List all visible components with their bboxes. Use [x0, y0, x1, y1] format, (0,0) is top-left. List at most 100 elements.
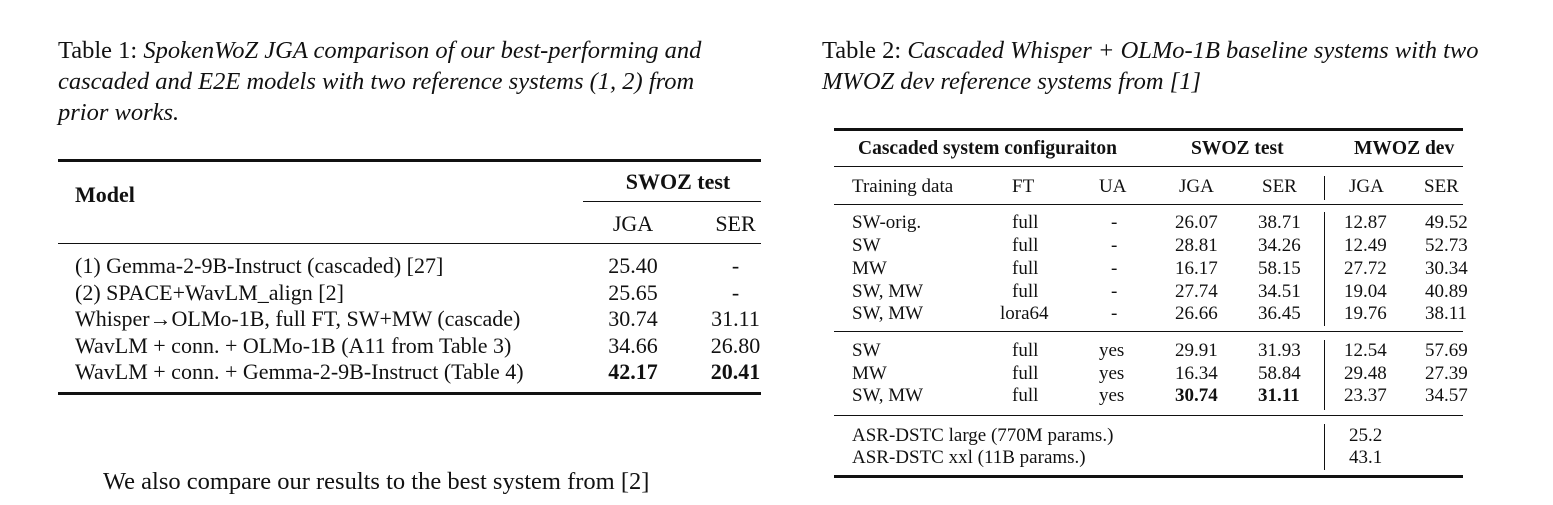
- table1-model-cell: (2) SPACE+WavLM_align [2]: [75, 280, 344, 305]
- table2-ua-cell: yes: [1099, 385, 1125, 406]
- table2-mser-cell: 49.52: [1425, 212, 1468, 233]
- table1-header-group: SWOZ test: [625, 169, 731, 194]
- table2-reference-cell: ASR-DSTC large (770M params.): [852, 425, 1114, 446]
- table2-block1-rule: [834, 331, 1463, 333]
- table2-ser-cell: 34.51: [1258, 281, 1301, 302]
- table1-ser-cell: 31.11: [711, 306, 760, 331]
- table2-training-cell: SW, MW: [852, 281, 924, 302]
- table2-col-divider: [1324, 176, 1326, 200]
- table1-model-cell: WavLM + conn. + Gemma-2-9B-Instruct (Tab…: [75, 359, 524, 384]
- table2-mser-cell: 34.57: [1425, 385, 1468, 406]
- table2-col-training: Training data: [852, 176, 954, 197]
- table2-ser-cell-best: 31.11: [1258, 385, 1300, 406]
- table2-jga-cell: 29.91: [1175, 340, 1218, 361]
- table1-ser-cell: -: [731, 280, 740, 305]
- table2-header-config: Cascaded system configuraiton: [858, 138, 1117, 159]
- table1-header-ser: SER: [715, 211, 756, 236]
- table2-top-rule: [834, 128, 1463, 131]
- table1-header-rule: [58, 243, 761, 245]
- table2-mser-cell: 57.69: [1425, 340, 1468, 361]
- table2-training-cell: SW: [852, 340, 881, 361]
- table2-caption-text: Cascaded Whisper + OLMo-1B baseline syst…: [822, 37, 1479, 95]
- table2-ser-cell: 36.45: [1258, 303, 1301, 324]
- table2-ser-cell: 31.93: [1258, 340, 1301, 361]
- table1-jga-cell-best: 42.17: [608, 359, 658, 384]
- table2-ua-cell: -: [1111, 303, 1118, 324]
- table2-col-jga: JGA: [1179, 176, 1214, 197]
- table2-mjga-cell: 19.04: [1344, 281, 1387, 302]
- table2-mser-cell: 38.11: [1425, 303, 1468, 324]
- table2-ser-cell: 38.71: [1258, 212, 1301, 233]
- table1-top-rule: [58, 159, 761, 162]
- table1-group-rule: [583, 201, 761, 203]
- body-paragraph: We also compare our results to the best …: [103, 468, 650, 495]
- table2-col-ft: FT: [1012, 176, 1035, 197]
- table1-caption: Table 1: SpokenWoZ JGA comparison of our…: [58, 35, 748, 128]
- table1-model-cell: Whisper→OLMo-1B, full FT, SW+MW (cascade…: [75, 306, 521, 331]
- table2-ser-cell: 34.26: [1258, 235, 1301, 256]
- table1-jga-cell: 25.65: [608, 280, 658, 305]
- table2-col-mjga: JGA: [1349, 176, 1384, 197]
- table2-col-mser: SER: [1424, 176, 1459, 197]
- table2-mjga-cell: 12.54: [1344, 340, 1387, 361]
- table2-block3-divider: [1324, 424, 1326, 470]
- table2-bottom-rule: [834, 475, 1463, 478]
- table2-training-cell: SW-orig.: [852, 212, 922, 233]
- table2-caption-label: Table 2:: [822, 37, 902, 64]
- table1-header-jga: JGA: [612, 211, 654, 236]
- table2-jga-cell: 16.17: [1175, 258, 1218, 279]
- table2-ft-cell: full: [1012, 385, 1039, 406]
- table1-bottom-rule: [58, 392, 761, 395]
- table2-mjga-cell: 29.48: [1344, 363, 1387, 384]
- table2-ua-cell: -: [1111, 258, 1118, 279]
- table2-ft-cell: full: [1012, 340, 1039, 361]
- table1-header-model: Model: [75, 182, 135, 207]
- table2-mser-cell: 40.89: [1425, 281, 1468, 302]
- table2-training-cell: MW: [852, 363, 887, 384]
- table2-mjga-cell: 19.76: [1344, 303, 1387, 324]
- table2-mjga-cell: 27.72: [1344, 258, 1387, 279]
- table2-ft-cell: full: [1012, 258, 1039, 279]
- table2-header-rule: [834, 204, 1463, 206]
- table2-col-ser: SER: [1262, 176, 1297, 197]
- table2-training-cell: SW, MW: [852, 385, 924, 406]
- table2-ua-cell: -: [1111, 212, 1118, 233]
- table2-mjga-cell: 25.2: [1349, 425, 1383, 446]
- table2-ua-cell: -: [1111, 281, 1118, 302]
- table2-block2-divider: [1324, 340, 1326, 410]
- table2-caption: Table 2: Cascaded Whisper + OLMo-1B base…: [822, 35, 1522, 97]
- table1-jga-cell: 30.74: [608, 306, 658, 331]
- table1-ser-cell-best: 20.41: [710, 359, 761, 384]
- table2-jga-cell: 28.81: [1175, 235, 1218, 256]
- table2-block1-divider: [1324, 212, 1326, 326]
- table1-ser-cell: -: [731, 253, 740, 278]
- table1-ser-cell: 26.80: [710, 333, 761, 358]
- table2-header-swoz: SWOZ test: [1191, 138, 1284, 159]
- table2-col-ua: UA: [1099, 176, 1127, 197]
- table2-header-mwoz: MWOZ dev: [1354, 138, 1455, 159]
- table2-jga-cell: 26.07: [1175, 212, 1218, 233]
- table2-mser-cell: 30.34: [1425, 258, 1468, 279]
- table2-ft-cell: full: [1012, 363, 1039, 384]
- table2-jga-cell: 27.74: [1175, 281, 1218, 302]
- table2-training-cell: MW: [852, 258, 887, 279]
- table1-model-cell: WavLM + conn. + OLMo-1B (A11 from Table …: [75, 333, 512, 358]
- table2-ser-cell: 58.15: [1258, 258, 1301, 279]
- table2-block2-rule: [834, 415, 1463, 417]
- table2-mser-cell: 27.39: [1425, 363, 1468, 384]
- table2-reference-cell: ASR-DSTC xxl (11B params.): [852, 447, 1086, 468]
- table2-mjga-cell: 12.49: [1344, 235, 1387, 256]
- table2-group-rule: [834, 166, 1463, 168]
- table2-mser-cell: 52.73: [1425, 235, 1468, 256]
- table2-ua-cell: yes: [1099, 340, 1125, 361]
- table2-ua-cell: -: [1111, 235, 1118, 256]
- table2-ft-cell: full: [1012, 235, 1039, 256]
- table2-ser-cell: 58.84: [1258, 363, 1301, 384]
- table2-ft-cell: full: [1012, 212, 1039, 233]
- table2-ua-cell: yes: [1099, 363, 1125, 384]
- table2-ft-cell: full: [1012, 281, 1039, 302]
- table2-training-cell: SW, MW: [852, 303, 924, 324]
- table2-mjga-cell: 23.37: [1344, 385, 1387, 406]
- table1-jga-cell: 34.66: [608, 333, 658, 358]
- table2-jga-cell-best: 30.74: [1175, 385, 1218, 406]
